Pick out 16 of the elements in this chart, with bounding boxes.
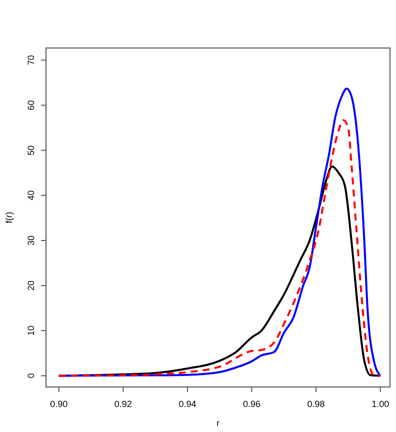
x-tick-label: 1.00 [372, 399, 390, 409]
y-tick-label: 30 [26, 235, 36, 246]
y-axis-title: f(r) [4, 212, 14, 224]
x-tick-label: 0.92 [114, 399, 132, 409]
x-tick-label: 0.90 [50, 399, 68, 409]
x-tick-label: 0.96 [242, 399, 261, 409]
y-tick-label: 20 [26, 280, 36, 291]
y-tick-label: 60 [26, 100, 36, 110]
x-axis-title: r [216, 418, 220, 428]
y-tick-label: 0 [26, 373, 36, 378]
y-tick-label: 70 [26, 55, 36, 66]
x-tick-label: 0.98 [307, 399, 325, 409]
y-tick-label: 50 [26, 145, 36, 156]
y-tick-label: 40 [26, 190, 36, 200]
x-tick-label: 0.94 [178, 399, 196, 409]
y-tick-label: 10 [26, 326, 36, 336]
